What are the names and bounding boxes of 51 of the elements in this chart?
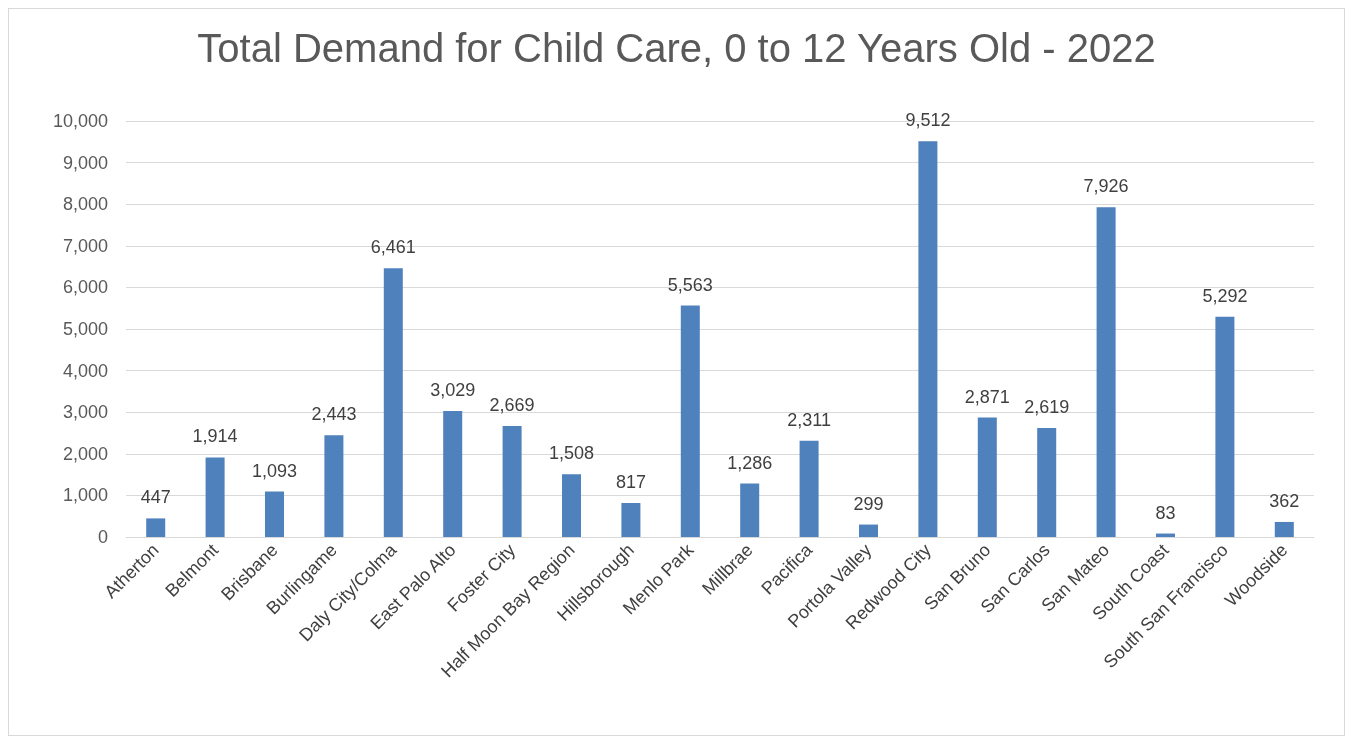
data-label: 2,669	[489, 394, 535, 415]
bar	[621, 503, 641, 537]
bar	[443, 410, 463, 537]
data-label: 817	[615, 472, 646, 493]
bar	[502, 425, 522, 537]
data-label: 3,029	[430, 379, 476, 400]
data-label: 447	[140, 487, 171, 508]
data-label: 2,311	[787, 409, 831, 430]
bar	[205, 457, 225, 537]
bar	[1215, 316, 1235, 537]
data-label: 7,926	[1083, 176, 1129, 197]
y-tick-label: 8,000	[62, 194, 108, 215]
bar	[918, 141, 938, 537]
bar	[146, 518, 166, 537]
data-label: 1,286	[727, 452, 773, 473]
data-label: 2,871	[964, 386, 1010, 407]
data-label: 1,914	[192, 426, 238, 447]
data-label: 5,292	[1202, 285, 1248, 306]
y-tick-label: 5,000	[62, 319, 108, 339]
y-tick-label: 6,000	[62, 277, 108, 298]
data-label: 1,508	[548, 443, 595, 464]
bar	[265, 491, 284, 537]
y-tick-label: 7,000	[62, 235, 108, 256]
bar	[1274, 521, 1294, 537]
bar	[799, 440, 819, 537]
data-label: 6,461	[370, 237, 416, 258]
y-tick-label: 3,000	[62, 402, 108, 423]
bar	[383, 268, 403, 537]
y-tick-label: 2,000	[62, 443, 108, 464]
data-label: 362	[1269, 490, 1300, 511]
bar	[740, 483, 760, 537]
bar	[1096, 207, 1116, 537]
y-tick-label: 10,000	[52, 111, 108, 131]
y-tick-label: 4,000	[62, 360, 108, 381]
data-label: 2,619	[1024, 397, 1070, 418]
y-tick-label: 1,000	[62, 485, 108, 506]
bar	[562, 474, 581, 537]
data-label: 299	[853, 493, 884, 514]
bar	[977, 417, 997, 537]
y-tick-label: 0	[97, 527, 108, 547]
data-label: 9,512	[905, 110, 951, 131]
data-label: 5,563	[667, 274, 713, 295]
chart-title: Total Demand for Child Care, 0 to 12 Years Old - 2022	[197, 26, 1156, 70]
bar	[680, 305, 700, 537]
y-tick-label: 9,000	[62, 152, 108, 173]
data-label: 2,443	[311, 404, 357, 425]
bar	[1037, 428, 1057, 537]
data-label: 1,093	[251, 460, 298, 481]
data-label: 83	[1155, 502, 1176, 523]
bar	[859, 524, 878, 537]
bar	[324, 435, 344, 537]
